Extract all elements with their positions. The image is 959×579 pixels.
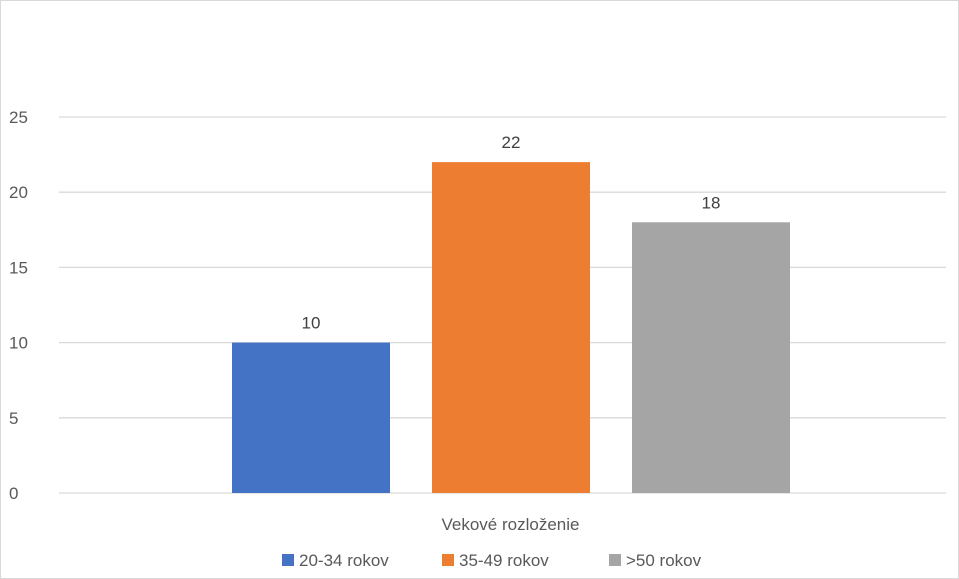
bar — [232, 342, 390, 493]
data-label: 22 — [502, 133, 521, 152]
y-tick-label: 10 — [9, 334, 28, 353]
legend-swatch — [282, 554, 294, 566]
data-labels: 10 22 18 — [302, 133, 721, 332]
x-axis-categories: Vekové rozloženie — [442, 515, 580, 534]
data-label: 18 — [702, 193, 721, 212]
x-category-label: Vekové rozloženie — [442, 515, 580, 534]
y-tick-label: 25 — [9, 108, 28, 127]
y-tick-label: 5 — [9, 409, 18, 428]
data-label: 10 — [302, 314, 321, 333]
y-tick-label: 15 — [9, 258, 28, 277]
legend-label: 35-49 rokov — [459, 551, 549, 570]
legend-swatch — [442, 554, 454, 566]
legend-swatch — [609, 554, 621, 566]
legend: 20-34 rokov 35-49 rokov >50 rokov — [282, 551, 702, 570]
y-tick-label: 20 — [9, 183, 28, 202]
y-axis-ticks: 0 5 10 15 20 25 — [9, 108, 28, 503]
bars — [232, 162, 790, 493]
y-tick-label: 0 — [9, 484, 18, 503]
legend-label: >50 rokov — [626, 551, 702, 570]
legend-label: 20-34 rokov — [299, 551, 389, 570]
bar — [432, 162, 590, 493]
bar — [632, 222, 790, 493]
